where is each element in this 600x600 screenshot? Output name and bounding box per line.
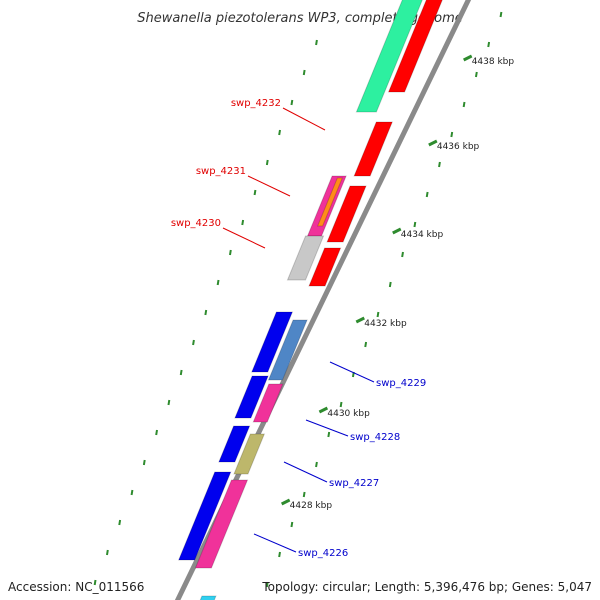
guide-dot: [204, 309, 208, 316]
scale-tick-label: 4438 kbp: [472, 57, 515, 67]
gene-feature-blue: [177, 471, 232, 561]
gene-feature-red: [326, 185, 367, 243]
scale-tick-label: 4428 kbp: [290, 501, 333, 511]
gene-labels: swp_4232 swp_4231 swp_4230 swp_4229 swp_4228…: [171, 98, 426, 559]
guide-dot: [265, 581, 269, 588]
gene-label-leader: [282, 107, 326, 131]
gene-feature-red: [387, 0, 443, 93]
guide-dot: [278, 551, 281, 558]
guide-dot: [438, 161, 441, 168]
gene-label-leader: [253, 533, 297, 553]
guide-dot: [450, 131, 454, 138]
gene-feature-grey: [286, 235, 325, 281]
gene-label-red: swp_4232: [231, 98, 281, 109]
scale-tick: [463, 54, 473, 62]
gene-features: [177, 0, 443, 600]
guide-dot: [216, 279, 220, 286]
scale-ticks: 4438 kbp 4436 kbp 4434 kbp 4432 kbp 4430 kbp…: [280, 54, 515, 511]
guide-dot: [302, 491, 306, 498]
guide-dot: [401, 251, 404, 258]
scale-tick-label: 4436 kbp: [437, 142, 480, 152]
gene-feature-blue: [218, 425, 251, 463]
guide-dot: [413, 221, 417, 228]
guide-dot: [179, 369, 183, 376]
scale-tick: [428, 139, 438, 147]
gene-feature-red: [353, 121, 394, 177]
guide-dot: [364, 341, 368, 348]
guide-dot: [339, 401, 343, 408]
scale-tick: [318, 406, 329, 414]
guide-dot: [142, 459, 146, 466]
gene-feature-red: [308, 247, 342, 287]
gene-feature-pink: [194, 479, 249, 569]
gene-feature-cyan: [199, 595, 217, 600]
guide-dot: [290, 521, 294, 528]
gene-label-blue: swp_4229: [376, 378, 426, 389]
gene-feature-blue: [234, 375, 269, 419]
guide-dot: [228, 249, 232, 256]
gene-label-red: swp_4231: [196, 166, 246, 177]
gene-feature-blue: [251, 311, 294, 373]
gene-label-leader: [329, 361, 375, 383]
guide-dot: [315, 39, 318, 46]
guide-dot: [499, 11, 503, 18]
guide-dot: [327, 431, 331, 438]
guide-dot: [388, 281, 392, 288]
guide-dot: [155, 429, 158, 436]
guide-dot: [462, 101, 466, 108]
scale-tick: [280, 498, 291, 506]
gene-feature-orange-stripe: [316, 177, 344, 227]
guide-dot: [265, 159, 269, 166]
guide-dot: [253, 189, 257, 196]
guide-dot: [118, 519, 122, 526]
guide-dot: [167, 399, 171, 406]
guide-dot: [278, 129, 281, 136]
scale-tick-label: 4430 kbp: [327, 409, 370, 419]
genome-summary-text: Topology: circular; Length: 5,396,476 bp…: [262, 580, 592, 594]
guide-dot: [105, 549, 109, 556]
guide-dot: [376, 311, 380, 318]
gene-label-red: swp_4230: [171, 218, 221, 229]
guide-dot: [241, 219, 245, 226]
scale-tick-label: 4434 kbp: [401, 230, 444, 240]
gene-feature-steelblue: [267, 319, 308, 381]
guide-dot: [302, 69, 306, 76]
scale-tick-label: 4432 kbp: [364, 319, 407, 329]
gene-label-leader: [305, 419, 349, 437]
guide-dot: [315, 461, 318, 468]
map-title: Shewanella piezotolerans WP3, complete g…: [137, 11, 463, 26]
gene-feature-khaki: [233, 433, 266, 475]
scale-tick: [392, 227, 402, 235]
gene-label-leader: [283, 461, 328, 483]
gene-label-leader: [222, 227, 266, 249]
gene-feature-pink: [252, 383, 284, 423]
accession-text: Accession: NC_011566: [8, 580, 145, 594]
guide-dot: [93, 579, 97, 586]
gene-label-blue: swp_4228: [350, 432, 400, 443]
gene-label-blue: swp_4227: [329, 478, 379, 489]
guide-dot: [192, 339, 195, 346]
guide-dot: [290, 99, 294, 106]
gene-label-leader: [247, 175, 291, 197]
guide-dot: [130, 489, 134, 496]
gene-label-blue: swp_4226: [298, 548, 348, 559]
guide-dot: [474, 71, 478, 78]
guide-dot: [425, 191, 429, 198]
guide-dot: [487, 41, 491, 48]
gene-feature-teal: [355, 0, 423, 113]
scale-tick: [355, 316, 365, 324]
